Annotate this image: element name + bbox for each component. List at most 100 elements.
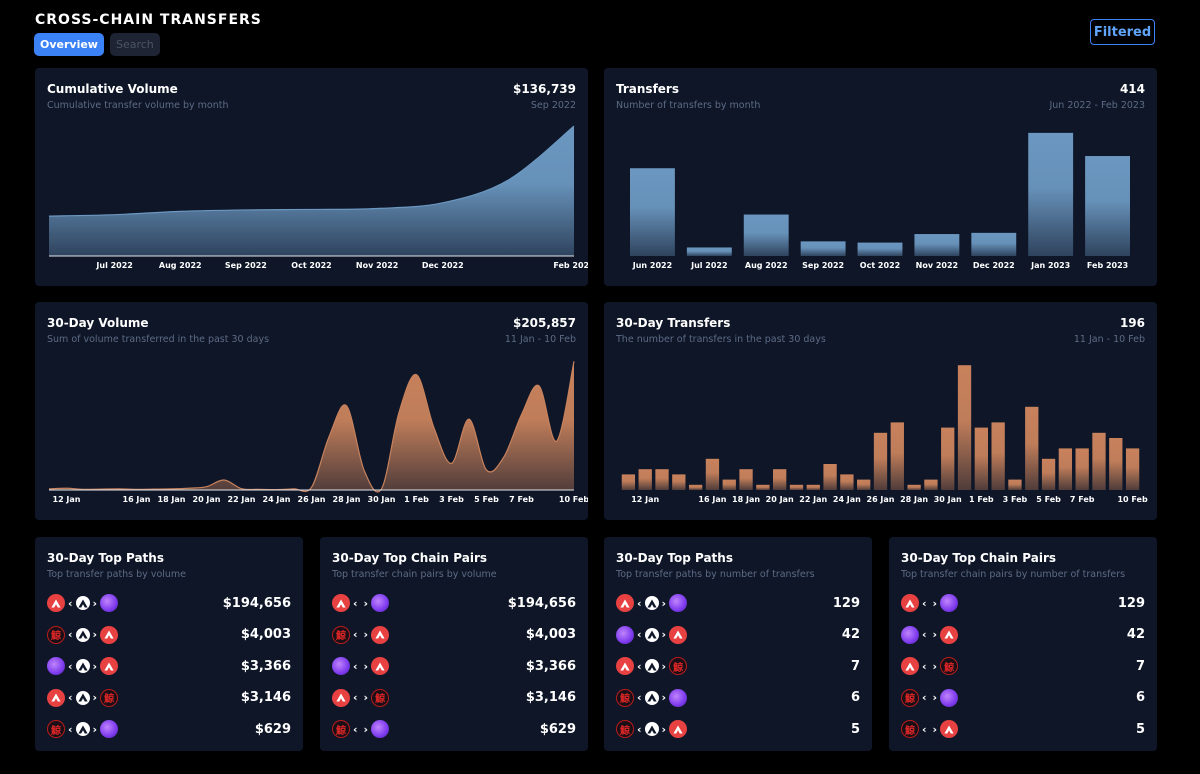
bar[interactable] xyxy=(1125,448,1140,490)
bar[interactable] xyxy=(800,241,846,256)
row-value: $194,656 xyxy=(507,595,576,611)
bar[interactable] xyxy=(823,464,837,490)
list-item[interactable]: 鯨 ‹ › $629 xyxy=(47,718,291,740)
card-value: 414 xyxy=(1119,82,1145,96)
bar[interactable] xyxy=(1075,448,1089,490)
bar[interactable] xyxy=(1085,156,1130,256)
bar[interactable] xyxy=(686,247,732,256)
bar[interactable] xyxy=(1109,438,1123,490)
list-item[interactable]: 鯨 ‹ › 6 xyxy=(616,687,860,709)
bar[interactable] xyxy=(638,469,652,490)
bar[interactable] xyxy=(1028,132,1074,256)
list-item[interactable]: ‹ › $3,366 xyxy=(47,655,291,677)
avalanche-icon xyxy=(371,657,390,675)
tab-overview[interactable]: Overview xyxy=(34,33,104,56)
bar[interactable] xyxy=(1041,458,1056,490)
list-item[interactable]: ‹ › 鯨 $3,146 xyxy=(332,687,576,709)
bar[interactable] xyxy=(857,242,903,256)
x-tick-label: 28 Jan xyxy=(900,495,928,504)
list-item[interactable]: 鯨 ‹ › $4,003 xyxy=(47,624,291,646)
avalanche-icon xyxy=(616,657,634,675)
list-item[interactable]: ‹ › 42 xyxy=(901,624,1145,646)
chevron-left-icon: ‹ xyxy=(68,596,73,610)
whale-kanji-icon: 鯨 xyxy=(100,688,119,707)
card-subtitle: Top transfer chain pairs by number of tr… xyxy=(901,569,1126,580)
bar[interactable] xyxy=(991,422,1005,490)
bar[interactable] xyxy=(974,427,988,490)
bar[interactable] xyxy=(705,458,720,490)
list-item[interactable]: ‹ › 鯨 7 xyxy=(616,655,860,677)
bar[interactable] xyxy=(655,469,669,490)
x-tick-label: 24 Jan xyxy=(263,495,291,504)
list-item[interactable]: ‹ › $194,656 xyxy=(332,592,576,614)
bar[interactable] xyxy=(914,234,960,256)
bar[interactable] xyxy=(688,484,703,490)
card-subtitle: Cumulative transfer volume by month xyxy=(47,100,229,111)
bar[interactable] xyxy=(739,469,753,490)
avalanche-icon xyxy=(47,688,65,707)
bar[interactable] xyxy=(743,214,789,256)
purple-chain-icon xyxy=(332,657,350,675)
list-item[interactable]: ‹ › 鯨 $3,146 xyxy=(47,687,291,709)
bar[interactable] xyxy=(890,422,904,490)
list-item[interactable]: ‹ › 129 xyxy=(901,592,1145,614)
list-item[interactable]: ‹ › 129 xyxy=(616,592,860,614)
list-item[interactable]: ‹ › 42 xyxy=(616,624,860,646)
bar[interactable] xyxy=(756,484,770,490)
row-value: $629 xyxy=(254,721,291,737)
top-paths-count-panel: 30-Day Top Paths Top transfer paths by n… xyxy=(604,537,872,751)
bar[interactable] xyxy=(672,474,686,490)
avalanche-icon xyxy=(940,625,959,644)
x-tick-label: 26 Jan xyxy=(867,495,895,504)
filtered-button[interactable]: Filtered xyxy=(1090,19,1155,45)
bar[interactable] xyxy=(857,479,871,490)
x-tick-label: 20 Jan xyxy=(766,495,794,504)
bar[interactable] xyxy=(840,474,854,490)
bar[interactable] xyxy=(873,432,888,490)
list-item[interactable]: ‹ › $194,656 xyxy=(47,592,291,614)
bar[interactable] xyxy=(924,479,938,490)
list-item[interactable]: 鯨 ‹ › 5 xyxy=(901,718,1145,740)
chevron-right-icon: › xyxy=(932,659,938,673)
card-range: Sep 2022 xyxy=(530,100,576,111)
bar[interactable] xyxy=(1008,479,1022,490)
avalanche-icon xyxy=(75,722,90,736)
top-chain-pairs-volume-panel: 30-Day Top Chain Pairs Top transfer chai… xyxy=(320,537,588,751)
x-tick-label: 1 Feb xyxy=(969,495,994,504)
bar[interactable] xyxy=(1025,406,1039,490)
card-range: 11 Jan - 10 Feb xyxy=(1073,334,1145,345)
bar[interactable] xyxy=(941,427,955,490)
bar[interactable] xyxy=(630,168,675,256)
chevron-left-icon: ‹ xyxy=(353,659,358,673)
bar[interactable] xyxy=(971,232,1017,256)
chevron-left-icon: ‹ xyxy=(637,659,642,673)
list-item[interactable]: 鯨 ‹ › $4,003 xyxy=(332,624,576,646)
x-tick-label: Dec 2022 xyxy=(422,261,464,270)
row-value: $4,003 xyxy=(240,627,291,642)
bar[interactable] xyxy=(1092,432,1106,490)
list-item[interactable]: 鯨 ‹ › $629 xyxy=(332,718,576,740)
bar[interactable] xyxy=(957,365,972,490)
chevron-right-icon: › xyxy=(661,596,667,610)
list-item[interactable]: 鯨 ‹ › 6 xyxy=(901,687,1145,709)
x-tick-label: 1 Feb xyxy=(404,495,429,504)
purple-chain-icon xyxy=(371,594,390,612)
avalanche-icon xyxy=(901,657,919,675)
list-item[interactable]: 鯨 ‹ › 5 xyxy=(616,718,860,740)
bar[interactable] xyxy=(907,484,921,490)
row-value: 6 xyxy=(1135,690,1145,705)
x-tick-label: 7 Feb xyxy=(509,495,534,504)
list-item[interactable]: ‹ › $3,366 xyxy=(332,655,576,677)
chevron-right-icon: › xyxy=(363,628,369,641)
card-title: 30-Day Transfers xyxy=(616,316,731,330)
bar[interactable] xyxy=(773,469,787,490)
list-item[interactable]: ‹ › 鯨 7 xyxy=(901,655,1145,677)
card-subtitle: Sum of volume transferred in the past 30… xyxy=(47,334,270,345)
bar[interactable] xyxy=(621,474,636,490)
bar[interactable] xyxy=(806,484,820,490)
tab-search[interactable]: Search xyxy=(109,33,160,56)
bar[interactable] xyxy=(722,479,736,490)
page-title: CROSS-CHAIN TRANSFERS xyxy=(35,12,262,28)
bar[interactable] xyxy=(789,484,804,490)
bar[interactable] xyxy=(1058,448,1073,490)
